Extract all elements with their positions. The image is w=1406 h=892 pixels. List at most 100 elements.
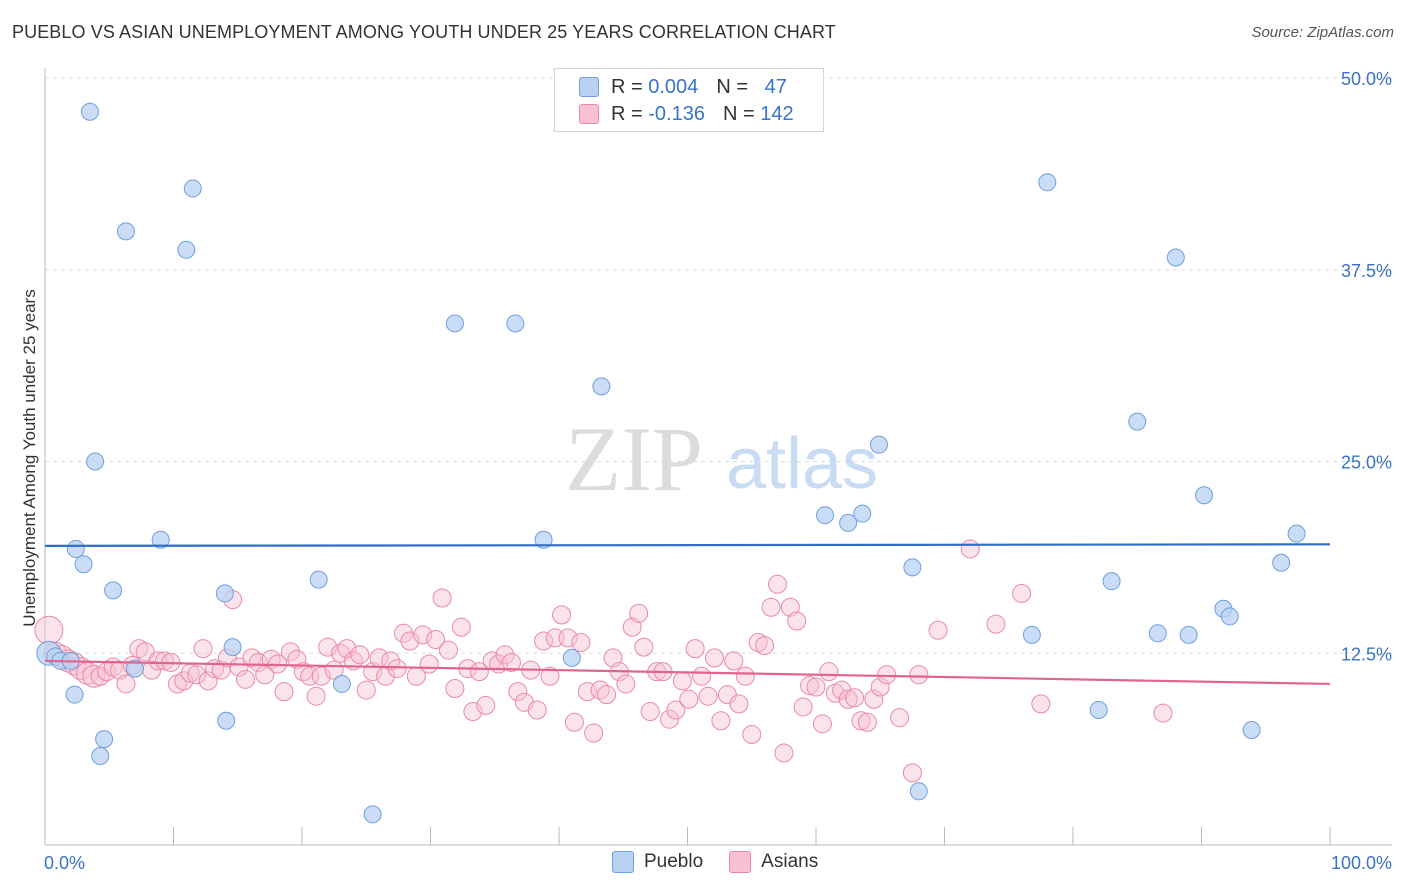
pueblo-point — [80, 102, 99, 121]
asians-point — [870, 677, 890, 697]
chart-title: PUEBLO VS ASIAN UNEMPLOYMENT AMONG YOUTH… — [12, 22, 836, 42]
pueblo-point — [1038, 173, 1057, 192]
pueblo-r-value: 0.004 — [648, 75, 699, 98]
asians-point — [495, 645, 515, 665]
asians-point — [116, 674, 136, 694]
pueblo-point — [562, 648, 581, 667]
asians-point — [508, 682, 528, 702]
asians-point — [527, 700, 547, 720]
asians-r-label: R = — [611, 102, 643, 125]
pueblo-point — [151, 530, 170, 549]
pueblo-point — [1242, 720, 1261, 739]
pueblo-point — [1195, 486, 1214, 505]
pueblo-n-label: N = — [716, 75, 748, 98]
asians-point — [986, 614, 1006, 634]
asians-point — [660, 709, 680, 729]
asians-point — [616, 674, 636, 694]
asians-point — [381, 651, 401, 671]
pueblo-point — [217, 711, 236, 730]
asians-point — [318, 637, 338, 657]
asians-point — [438, 640, 458, 660]
pueblo-point — [125, 659, 144, 678]
asians-point — [717, 685, 737, 705]
pueblo-point — [903, 558, 922, 577]
asians-point — [877, 665, 897, 685]
y-tick-label: 50.0% — [1341, 69, 1392, 89]
pueblo-swatch — [579, 77, 599, 97]
pueblo-point — [853, 504, 872, 523]
watermark-atlas: atlas — [726, 424, 878, 504]
pueblo-point — [815, 506, 834, 525]
asians-point — [300, 666, 320, 686]
asians-point — [838, 689, 858, 709]
asians-point — [155, 651, 175, 671]
pueblo-point — [592, 377, 611, 396]
source-label: Source: ZipAtlas.com — [1251, 24, 1394, 41]
gridlines — [45, 77, 1392, 654]
legend-item-asians[interactable]: Asians — [729, 851, 818, 873]
trend-lines — [44, 543, 1331, 686]
asians-point — [451, 617, 471, 637]
pueblo-point — [1179, 625, 1198, 644]
correlation-legend: R = 0.004 N = 47 R = -0.136 N = 142 — [554, 68, 824, 132]
asians-point — [851, 711, 871, 731]
legend-item-pueblo[interactable]: Pueblo — [612, 851, 703, 873]
asians-point — [445, 679, 465, 699]
asians-point — [603, 648, 623, 668]
asians-point — [735, 666, 755, 686]
legend-row-asians: R = -0.136 N = 142 — [579, 101, 794, 127]
asians-point — [187, 665, 207, 685]
pueblo-legend-swatch — [612, 851, 634, 873]
asians-point — [501, 652, 521, 672]
asians-point — [622, 617, 642, 637]
asians-point — [819, 662, 839, 682]
asians-point — [229, 657, 249, 677]
asians-swatch — [579, 104, 599, 124]
asians-point — [704, 648, 724, 668]
asians-point — [806, 677, 826, 697]
pueblo-point — [332, 674, 351, 693]
y-tick-label: 37.5% — [1341, 261, 1392, 281]
pueblo-point — [223, 638, 242, 657]
asians-point — [787, 611, 807, 631]
asians-point — [463, 702, 483, 722]
asians-point — [432, 588, 452, 608]
legend-row-pueblo: R = 0.004 N = 47 — [579, 74, 787, 100]
asians-point — [552, 605, 572, 625]
pueblo-point — [1166, 248, 1185, 267]
asians-point — [350, 645, 370, 665]
asians-point — [306, 686, 326, 706]
asians-point — [711, 711, 731, 731]
asians-point — [793, 697, 813, 717]
asians-point — [742, 725, 762, 745]
asians-point — [400, 631, 420, 651]
asians-point — [672, 671, 692, 691]
asians-point — [724, 651, 744, 671]
asians-point — [235, 669, 255, 689]
asians-point — [476, 695, 496, 715]
asians-legend-label: Asians — [761, 851, 819, 872]
asians-point — [812, 714, 832, 734]
y-tick-label: 25.0% — [1341, 453, 1392, 473]
asians-point — [274, 682, 294, 702]
asians-legend-swatch — [729, 851, 752, 873]
asians-point — [902, 763, 922, 783]
pueblo-point — [65, 685, 84, 704]
asians-point — [82, 664, 106, 688]
tick-labels: 12.5% 25.0% 37.5% 50.0% 0.0% 100.0% — [44, 69, 1392, 873]
asians-point — [564, 712, 584, 732]
pueblo-point — [1128, 412, 1147, 431]
asians-point — [248, 652, 268, 672]
asians-point — [864, 689, 884, 709]
pueblo-legend-label: Pueblo — [644, 851, 704, 872]
asians-point — [135, 642, 155, 662]
asians-point — [356, 680, 376, 700]
asians-point — [761, 597, 781, 617]
pueblo-point — [104, 581, 123, 600]
asians-point — [469, 662, 489, 682]
asians-point — [198, 671, 218, 691]
asians-point — [909, 665, 929, 685]
asians-point — [755, 636, 775, 656]
asians-n-label: N = — [722, 102, 755, 125]
asians-trend-line — [44, 659, 1331, 686]
